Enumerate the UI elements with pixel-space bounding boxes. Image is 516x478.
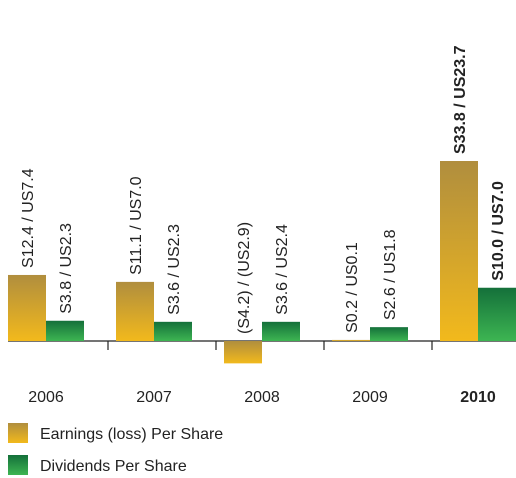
- bar: [116, 281, 154, 341]
- x-tick-label: 2006: [28, 389, 64, 406]
- value-label: S3.6 / US2.4: [274, 224, 291, 315]
- legend-swatch: [8, 423, 28, 443]
- bar: [478, 287, 516, 341]
- value-label: S3.8 / US2.3: [58, 223, 75, 314]
- bar: [46, 320, 84, 341]
- legend-swatch: [8, 455, 28, 475]
- value-label: (S4.2) / (US2.9): [236, 222, 253, 334]
- value-label: S3.6 / US2.3: [166, 224, 183, 315]
- bar: [440, 161, 478, 341]
- x-tick-label: 2009: [352, 389, 388, 406]
- bar: [262, 321, 300, 341]
- bar: [370, 327, 408, 341]
- legend-label: Earnings (loss) Per Share: [40, 426, 223, 443]
- legend-label: Dividends Per Share: [40, 458, 187, 475]
- value-label: S10.0 / US7.0: [490, 181, 507, 281]
- bar: [224, 341, 262, 364]
- bar: [8, 274, 46, 341]
- value-label: S11.1 / US7.0: [128, 176, 145, 275]
- x-tick-label: 2008: [244, 389, 280, 406]
- x-tick-label: 2010: [460, 389, 496, 406]
- value-label: S2.6 / US1.8: [382, 229, 399, 320]
- bar: [332, 339, 370, 341]
- value-label: S0.2 / US0.1: [344, 242, 361, 333]
- bar: [154, 321, 192, 341]
- x-tick-label: 2007: [136, 389, 172, 406]
- value-label: S33.8 / US23.7: [452, 45, 469, 154]
- value-label: S12.4 / US7.4: [20, 168, 37, 268]
